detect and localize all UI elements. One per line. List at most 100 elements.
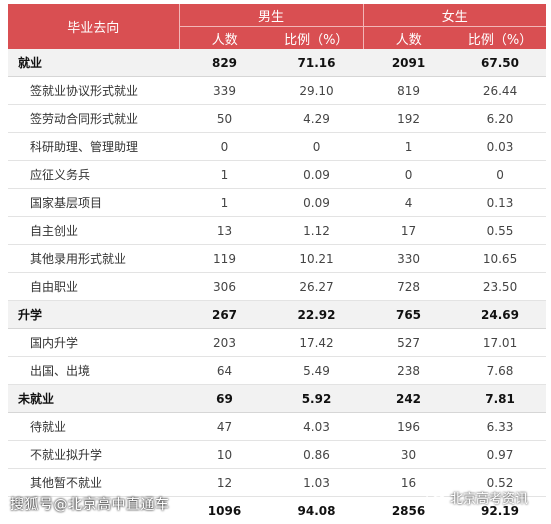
male-ratio-cell: 10.21 <box>270 245 363 273</box>
female-ratio-cell: 7.81 <box>454 385 546 413</box>
female-count-cell: 728 <box>363 273 454 301</box>
row-label: 自主创业 <box>8 217 179 245</box>
female-ratio-cell: 7.68 <box>454 357 546 385</box>
male-count-cell: 13 <box>179 217 270 245</box>
female-ratio-cell: 26.44 <box>454 77 546 105</box>
female-ratio-cell: 6.33 <box>454 413 546 441</box>
header-male-ratio: 比例（%） <box>270 27 363 50</box>
female-ratio-cell: 0.55 <box>454 217 546 245</box>
male-count-cell: 1 <box>179 189 270 217</box>
female-ratio-cell: 17.01 <box>454 329 546 357</box>
female-ratio-cell: 0.13 <box>454 189 546 217</box>
female-count-cell: 527 <box>363 329 454 357</box>
male-count-cell: 829 <box>179 49 270 77</box>
male-count-cell: 64 <box>179 357 270 385</box>
male-count-cell: 69 <box>179 385 270 413</box>
watermark-right-text: 北京高考资讯 <box>450 488 528 507</box>
header-female-ratio: 比例（%） <box>454 27 546 50</box>
male-ratio-cell: 1.03 <box>270 469 363 497</box>
header-direction: 毕业去向 <box>8 4 179 49</box>
female-ratio-cell: 0.97 <box>454 441 546 469</box>
female-count-cell: 2091 <box>363 49 454 77</box>
row-label: 未就业 <box>8 385 179 413</box>
table-header: 毕业去向 男生 女生 人数 比例（%） 人数 比例（%） <box>8 4 546 49</box>
female-ratio-cell: 23.50 <box>454 273 546 301</box>
male-ratio-cell: 4.03 <box>270 413 363 441</box>
male-ratio-cell: 4.29 <box>270 105 363 133</box>
row-label: 科研助理、管理助理 <box>8 133 179 161</box>
female-ratio-cell: 6.20 <box>454 105 546 133</box>
row-label: 升学 <box>8 301 179 329</box>
male-ratio-cell: 5.49 <box>270 357 363 385</box>
male-ratio-cell: 71.16 <box>270 49 363 77</box>
female-count-cell: 192 <box>363 105 454 133</box>
row-label: 签就业协议形式就业 <box>8 77 179 105</box>
row-label: 其他录用形式就业 <box>8 245 179 273</box>
male-ratio-cell: 26.27 <box>270 273 363 301</box>
header-female: 女生 <box>363 4 546 27</box>
female-count-cell: 242 <box>363 385 454 413</box>
male-count-cell: 119 <box>179 245 270 273</box>
male-count-cell: 1096 <box>179 497 270 524</box>
female-ratio-cell: 10.65 <box>454 245 546 273</box>
row-label: 应征义务兵 <box>8 161 179 189</box>
male-count-cell: 203 <box>179 329 270 357</box>
female-ratio-cell: 24.69 <box>454 301 546 329</box>
row-label: 待就业 <box>8 413 179 441</box>
row-label: 国内升学 <box>8 329 179 357</box>
female-count-cell: 1 <box>363 133 454 161</box>
male-ratio-cell: 22.92 <box>270 301 363 329</box>
male-ratio-cell: 0.86 <box>270 441 363 469</box>
male-ratio-cell: 29.10 <box>270 77 363 105</box>
row-label: 国家基层项目 <box>8 189 179 217</box>
male-count-cell: 1 <box>179 161 270 189</box>
male-ratio-cell: 5.92 <box>270 385 363 413</box>
female-count-cell: 238 <box>363 357 454 385</box>
row-label: 出国、出境 <box>8 357 179 385</box>
male-count-cell: 50 <box>179 105 270 133</box>
male-count-cell: 47 <box>179 413 270 441</box>
watermark-sohu: 搜狐号@北京高中直通车 <box>10 494 170 514</box>
row-label: 自由职业 <box>8 273 179 301</box>
female-count-cell: 30 <box>363 441 454 469</box>
female-count-cell: 17 <box>363 217 454 245</box>
male-ratio-cell: 1.12 <box>270 217 363 245</box>
wechat-logo-icon <box>426 490 446 506</box>
row-label: 就业 <box>8 49 179 77</box>
male-ratio-cell: 17.42 <box>270 329 363 357</box>
male-ratio-cell: 0.09 <box>270 161 363 189</box>
male-count-cell: 12 <box>179 469 270 497</box>
female-count-cell: 196 <box>363 413 454 441</box>
female-count-cell: 330 <box>363 245 454 273</box>
female-count-cell: 819 <box>363 77 454 105</box>
header-female-count: 人数 <box>363 27 454 50</box>
female-count-cell: 765 <box>363 301 454 329</box>
female-ratio-cell: 67.50 <box>454 49 546 77</box>
male-ratio-cell: 0 <box>270 133 363 161</box>
female-count-cell: 0 <box>363 161 454 189</box>
male-count-cell: 10 <box>179 441 270 469</box>
male-ratio-cell: 94.08 <box>270 497 363 524</box>
row-label: 其他暂不就业 <box>8 469 179 497</box>
header-male: 男生 <box>179 4 363 27</box>
female-ratio-cell: 0.03 <box>454 133 546 161</box>
row-label: 签劳动合同形式就业 <box>8 105 179 133</box>
male-count-cell: 267 <box>179 301 270 329</box>
female-ratio-cell: 0 <box>454 161 546 189</box>
header-male-count: 人数 <box>179 27 270 50</box>
